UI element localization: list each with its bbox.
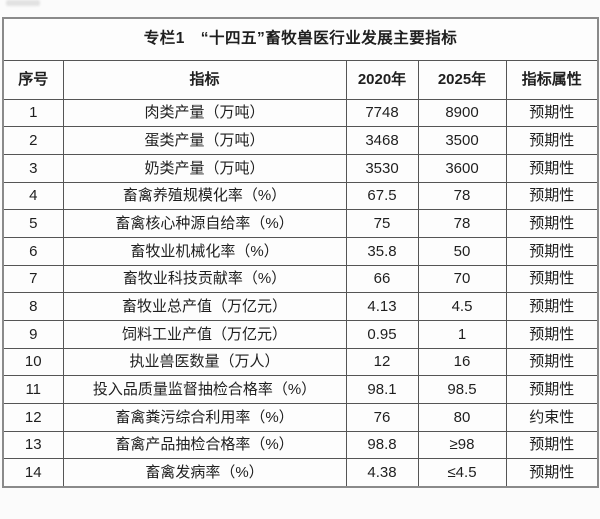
value-2020-cell: 7748 xyxy=(345,98,419,128)
indicator-cell: 奶类产量（万吨） xyxy=(62,153,347,183)
table-header-row: 序号 指标 2020年 2025年 指标属性 xyxy=(2,59,599,100)
value-2020-cell: 75 xyxy=(345,209,419,238)
index-cell: 10 xyxy=(2,347,64,377)
value-2020-cell: 3468 xyxy=(345,126,419,155)
index-cell: 6 xyxy=(2,236,64,266)
value-2020-cell: 12 xyxy=(345,347,419,377)
value-2025-cell: 4.5 xyxy=(417,292,507,321)
indicator-cell: 畜牧业总产值（万亿元） xyxy=(62,292,347,321)
value-2025-cell: 1 xyxy=(417,320,507,349)
indicator-cell: 蛋类产量（万吨） xyxy=(62,126,347,155)
index-cell: 8 xyxy=(2,292,64,321)
table-row: 5 畜禽核心种源自给率（%） 75 78 预期性 xyxy=(2,209,599,238)
value-2025-cell: 78 xyxy=(417,181,507,211)
attribute-cell: 预期性 xyxy=(505,209,599,238)
value-2025-cell: ≥98 xyxy=(417,430,507,460)
table-row: 6 畜牧业机械化率（%） 35.8 50 预期性 xyxy=(2,236,599,266)
table-row: 9 饲料工业产值（万亿元） 0.95 1 预期性 xyxy=(2,320,599,349)
column-header-indicator: 指标 xyxy=(62,59,347,100)
value-2025-cell: 70 xyxy=(417,264,507,294)
indicator-cell: 畜禽核心种源自给率（%） xyxy=(62,209,347,238)
indicator-cell: 投入品质量监督抽检合格率（%） xyxy=(62,375,347,405)
value-2025-cell: 8900 xyxy=(417,98,507,128)
value-2025-cell: ≤4.5 xyxy=(417,458,507,488)
column-header-attribute: 指标属性 xyxy=(505,59,599,100)
value-2020-cell: 67.5 xyxy=(345,181,419,211)
indicator-cell: 畜禽养殖规模化率（%） xyxy=(62,181,347,211)
attribute-cell: 预期性 xyxy=(505,153,599,183)
value-2025-cell: 78 xyxy=(417,209,507,238)
value-2020-cell: 66 xyxy=(345,264,419,294)
value-2025-cell: 50 xyxy=(417,236,507,266)
attribute-cell: 预期性 xyxy=(505,236,599,266)
table-row: 11 投入品质量监督抽检合格率（%） 98.1 98.5 预期性 xyxy=(2,375,599,405)
index-cell: 9 xyxy=(2,320,64,349)
table-row: 13 畜禽产品抽检合格率（%） 98.8 ≥98 预期性 xyxy=(2,430,599,460)
value-2020-cell: 98.1 xyxy=(345,375,419,405)
value-2020-cell: 35.8 xyxy=(345,236,419,266)
index-cell: 12 xyxy=(2,403,64,432)
index-cell: 3 xyxy=(2,153,64,183)
indicator-table-container: 专栏1 “十四五”畜牧兽医行业发展主要指标 序号 指标 2020年 2025年 … xyxy=(2,17,600,488)
attribute-cell: 预期性 xyxy=(505,458,599,488)
indicator-cell: 执业兽医数量（万人） xyxy=(62,347,347,377)
table-row: 4 畜禽养殖规模化率（%） 67.5 78 预期性 xyxy=(2,181,599,211)
indicator-cell: 畜禽产品抽检合格率（%） xyxy=(62,430,347,460)
attribute-cell: 预期性 xyxy=(505,181,599,211)
attribute-cell: 预期性 xyxy=(505,430,599,460)
table-row: 1 肉类产量（万吨） 7748 8900 预期性 xyxy=(2,98,599,128)
value-2020-cell: 76 xyxy=(345,403,419,432)
index-cell: 2 xyxy=(2,126,64,155)
value-2020-cell: 98.8 xyxy=(345,430,419,460)
table-row: 8 畜牧业总产值（万亿元） 4.13 4.5 预期性 xyxy=(2,292,599,321)
attribute-cell: 预期性 xyxy=(505,320,599,349)
value-2025-cell: 16 xyxy=(417,347,507,377)
indicator-cell: 畜禽发病率（%） xyxy=(62,458,347,488)
table-row: 14 畜禽发病率（%） 4.38 ≤4.5 预期性 xyxy=(2,458,599,488)
indicator-cell: 肉类产量（万吨） xyxy=(62,98,347,128)
index-cell: 1 xyxy=(2,98,64,128)
attribute-cell: 预期性 xyxy=(505,126,599,155)
column-header-2025: 2025年 xyxy=(417,59,507,100)
column-header-2020: 2020年 xyxy=(345,59,419,100)
column-header-index: 序号 xyxy=(2,59,64,100)
index-cell: 14 xyxy=(2,458,64,488)
index-cell: 4 xyxy=(2,181,64,211)
value-2025-cell: 3600 xyxy=(417,153,507,183)
table-row: 3 奶类产量（万吨） 3530 3600 预期性 xyxy=(2,153,599,183)
index-cell: 7 xyxy=(2,264,64,294)
attribute-cell: 预期性 xyxy=(505,292,599,321)
value-2025-cell: 98.5 xyxy=(417,375,507,405)
attribute-cell: 约束性 xyxy=(505,403,599,432)
scan-artifact xyxy=(6,0,40,6)
value-2025-cell: 80 xyxy=(417,403,507,432)
table-row: 12 畜禽粪污综合利用率（%） 76 80 约束性 xyxy=(2,403,599,432)
attribute-cell: 预期性 xyxy=(505,98,599,128)
attribute-cell: 预期性 xyxy=(505,347,599,377)
indicator-cell: 畜禽粪污综合利用率（%） xyxy=(62,403,347,432)
index-cell: 13 xyxy=(2,430,64,460)
table-row: 10 执业兽医数量（万人） 12 16 预期性 xyxy=(2,347,599,377)
attribute-cell: 预期性 xyxy=(505,375,599,405)
index-cell: 5 xyxy=(2,209,64,238)
index-cell: 11 xyxy=(2,375,64,405)
value-2020-cell: 3530 xyxy=(345,153,419,183)
table-row: 2 蛋类产量（万吨） 3468 3500 预期性 xyxy=(2,126,599,155)
attribute-cell: 预期性 xyxy=(505,264,599,294)
indicator-cell: 畜牧业机械化率（%） xyxy=(62,236,347,266)
table-title: 专栏1 “十四五”畜牧兽医行业发展主要指标 xyxy=(2,17,599,61)
table-title-row: 专栏1 “十四五”畜牧兽医行业发展主要指标 xyxy=(2,17,599,61)
indicator-cell: 饲料工业产值（万亿元） xyxy=(62,320,347,349)
indicator-table: 专栏1 “十四五”畜牧兽医行业发展主要指标 序号 指标 2020年 2025年 … xyxy=(2,17,600,488)
indicator-cell: 畜牧业科技贡献率（%） xyxy=(62,264,347,294)
value-2025-cell: 3500 xyxy=(417,126,507,155)
table-row: 7 畜牧业科技贡献率（%） 66 70 预期性 xyxy=(2,264,599,294)
value-2020-cell: 0.95 xyxy=(345,320,419,349)
value-2020-cell: 4.38 xyxy=(345,458,419,488)
value-2020-cell: 4.13 xyxy=(345,292,419,321)
